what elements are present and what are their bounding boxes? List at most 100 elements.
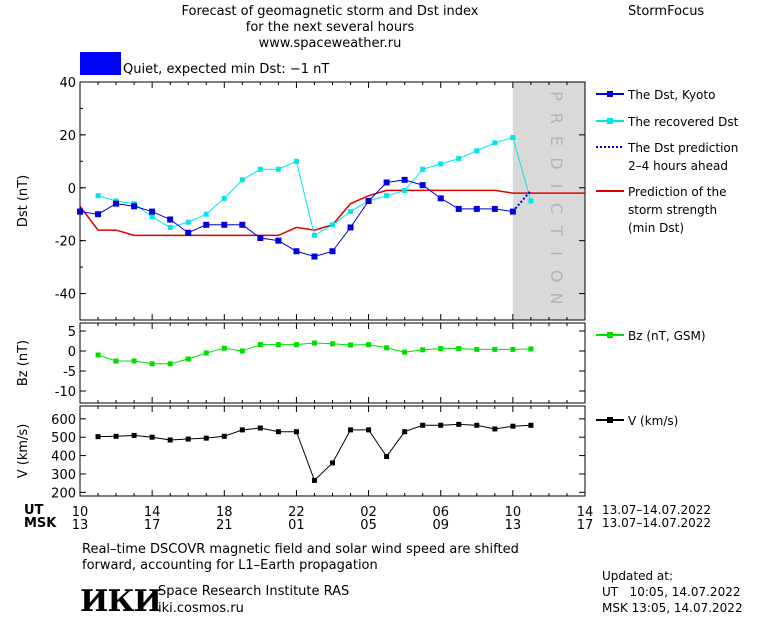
bz-point [113,358,119,364]
kyoto-dst-point [275,237,282,244]
legend-storm-strength-label: (min Dst) [628,221,684,235]
bz-line [97,342,531,365]
prediction-label-letter: R [547,113,566,124]
speed-point [95,434,101,440]
speed-point [492,426,498,432]
bz-point [221,345,227,351]
speed-point [131,432,137,438]
kyoto-dst-point [221,221,228,228]
recovered-dst-point [420,166,426,172]
speed-point [221,433,227,439]
speed-point [239,427,245,433]
site-url: www.spaceweather.ru [258,36,402,51]
y-axis-label: Dst (nT) [16,175,31,227]
kyoto-dst-point [257,235,264,242]
kyoto-dst-point [311,253,318,260]
legend-recovered-dst-marker [607,118,613,124]
kyoto-dst-point [185,229,192,236]
kyoto-dst-point [455,205,462,212]
footer-note-line2: forward, accounting for L1–Earth propaga… [82,558,378,573]
bz-point [420,347,426,353]
recovered-dst-point [402,187,408,193]
kyoto-dst-point [131,203,138,210]
kyoto-dst-point [149,208,156,215]
speed-point [113,433,119,439]
kyoto-dst-point [77,208,83,215]
legend-dst-prediction-label: 2–4 hours ahead [628,159,728,173]
speed-point [293,429,299,435]
recovered-dst-point [384,193,390,199]
kyoto-dst-point [329,248,336,255]
bz-point [185,356,191,362]
footer-note-line1: Real–time DSCOVR magnetic field and sola… [82,542,519,557]
brand-name: StormFocus [628,4,705,19]
kyoto-dst-point [95,211,102,218]
kyoto-dst-point [239,221,246,228]
legend-bz-label: Bz (nT, GSM) [628,329,706,343]
prediction-label-letter: E [547,136,566,146]
prediction-label-letter: D [547,157,566,169]
ut-axis-label: UT [24,503,44,518]
msk-tick-label: 17 [144,518,161,533]
msk-date-range: 13.07–14.07.2022 [602,516,712,530]
bz-point [275,342,281,348]
kyoto-dst-point [383,179,390,186]
prediction-label-letter: O [547,270,566,283]
speed-point [167,437,173,443]
ut-tick-label: 18 [216,505,233,520]
bz-point [131,358,137,364]
institute-site-link[interactable]: iki.cosmos.ru [158,601,244,616]
updated-label: Updated at: [602,569,673,583]
ut-tick-label: 06 [432,505,449,520]
speed-point [438,422,444,428]
recovered-dst-point [330,222,335,228]
legend-kyoto-dst-marker [607,91,613,97]
recovered-dst-point [510,135,516,141]
prediction-band [512,82,585,320]
prediction-label-letter: I [547,251,566,256]
kyoto-dst-line [79,179,513,258]
speed-point [456,421,462,427]
recovered-dst-point [348,209,354,215]
y-tick-label: 600 [51,413,76,428]
bz-point [456,346,462,352]
y-tick-label: -20 [55,235,76,250]
bz-point [366,342,372,348]
bz-point [510,346,516,352]
iki-logo: ИКИ [80,584,162,619]
ut-tick-label: 22 [288,505,305,520]
kyoto-dst-point [347,224,354,231]
bz-point [384,345,390,351]
legend-speed-marker [607,417,613,423]
bz-point [528,346,534,352]
y-tick-label: 300 [51,468,76,483]
bz-point [293,342,299,348]
legend-recovered-dst-label: The recovered Dst [627,115,739,129]
bz-point [348,342,354,348]
y-tick-label: -10 [55,385,76,400]
status-text: Quiet, expected min Dst: −1 nT [123,62,330,77]
y-tick-label: 500 [51,431,76,446]
y-tick-label: 400 [51,450,76,465]
y-tick-label: 0 [68,345,76,360]
recovered-dst-point [95,193,101,199]
bz-point [330,341,335,347]
bz-point [149,361,155,367]
bz-point [203,350,209,356]
msk-tick-label: 17 [577,518,594,533]
speed-point [366,427,372,433]
speed-point [528,422,534,428]
recovered-dst-point [239,177,245,183]
kyoto-dst-point [167,216,174,223]
legend-bz-marker [607,332,613,338]
speed-point [203,435,209,441]
speed-point [420,422,426,428]
kyoto-dst-point [491,205,498,212]
y-tick-label: -5 [63,365,76,380]
msk-tick-label: 05 [360,518,377,533]
y-tick-label: 0 [68,182,76,197]
speed-point [402,429,408,435]
msk-axis-label: MSK [24,516,57,531]
ut-tick-label: 14 [144,505,161,520]
